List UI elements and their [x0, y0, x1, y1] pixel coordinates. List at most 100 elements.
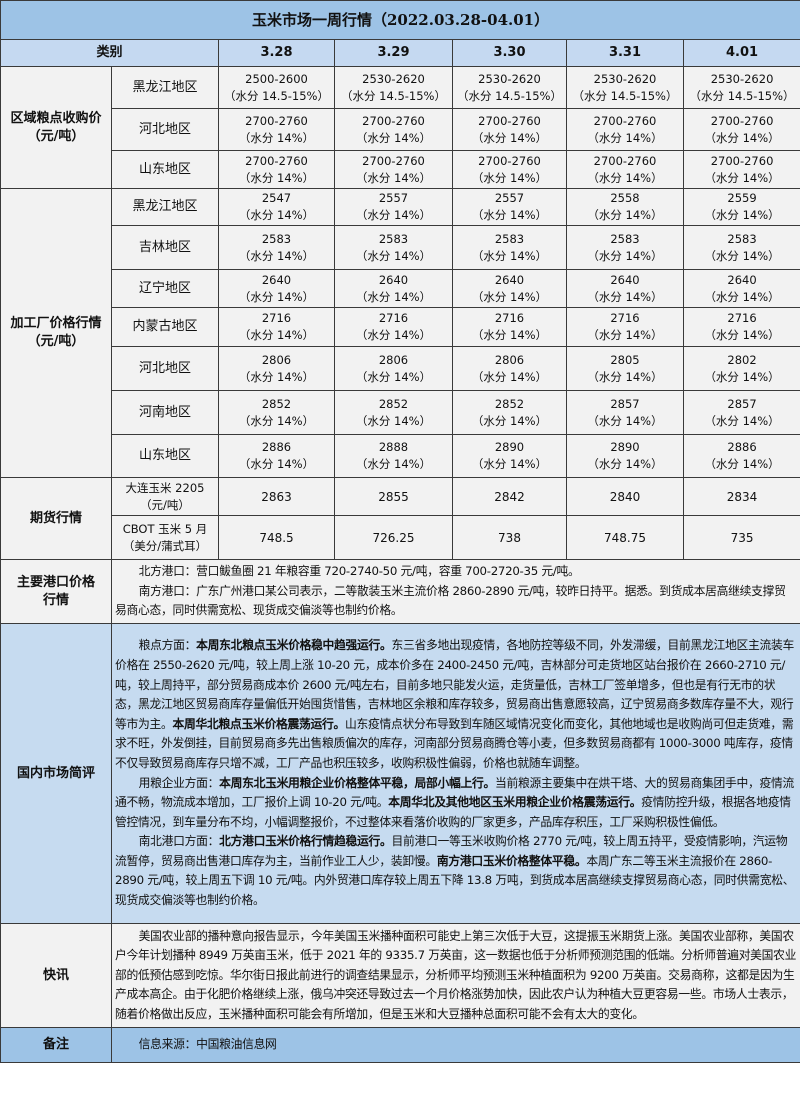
region-name: 山东地区 — [111, 434, 219, 478]
body-text: 当前粮源主要集中在烘干塔、大的贸易商集团手中，疫情流通不畅，物流成本增加，工厂报… — [115, 775, 794, 810]
label-line: 区域粮点收购价 — [10, 110, 102, 126]
moisture-note: （水分 14%） — [471, 413, 548, 428]
price-value: 2640 — [494, 272, 525, 287]
moisture-note: （水分 14%） — [704, 130, 780, 145]
price-cell: 2852 （水分 14%） — [218, 390, 335, 435]
regional-price-row: 河北地区 2700-2760 （水分 14%） 2700-2760 （水分 14%） 27… — [1, 108, 800, 151]
price-cell: 2886 （水分 14%） — [682, 434, 800, 478]
price-cell: 2890 （水分 14%） — [566, 434, 684, 478]
factory-price-row: 山东地区 2886 （水分 14%） 2888 （水分 14%） 2890 （水分 14%）… — [1, 434, 800, 478]
highlight-text: 南方港口玉米价格整体平稳。 — [436, 853, 587, 868]
moisture-note: （水分 14%） — [471, 289, 548, 304]
price-value: 2852 — [261, 396, 292, 411]
label-line: CBOT 玉米 5 月 — [122, 521, 208, 536]
moisture-note: （水分 14%） — [704, 248, 780, 263]
price-value: 2640 — [610, 272, 640, 287]
highlight-text: 本周华北粮点玉米价格震荡运行。 — [172, 716, 346, 731]
price-cell: 2640 （水分 14%） — [334, 269, 453, 308]
port-price-paragraph: 南方港口：广东广州港口某公司表示，二等散装玉米主流价格 2860-2890 元/… — [115, 582, 797, 621]
body-text: 疫情防控升级，根据各地疫情管控情况，到车量分布不均，小幅调整报价，不过整体来看落… — [115, 795, 791, 829]
price-value: 2700-2760 — [710, 153, 774, 168]
price-value: 2890 — [494, 440, 525, 454]
moisture-note: （水分 14%） — [587, 413, 663, 428]
moisture-note: （水分 14%） — [238, 248, 315, 263]
moisture-note: （水分 14%） — [471, 369, 548, 384]
label-line: 大连玉米 2205 — [125, 480, 205, 495]
moisture-note: （水分 14%） — [587, 208, 663, 222]
body-text: 用粮企业方面： — [138, 775, 220, 790]
factory-price-row: 河北地区 2806 （水分 14%） 2806 （水分 14%） 2806 （水分 14%）… — [1, 346, 800, 391]
price-cell: 2806 （水分 14%） — [452, 346, 567, 391]
futures-price: 2840 — [566, 477, 684, 516]
price-value: 2852 — [494, 396, 525, 411]
domestic-review-paragraph: 南北港口方面：北方港口玉米价格行情趋稳运行。目前港口一等玉米收购价格 2770 … — [115, 832, 797, 910]
moisture-note: （水分 14%） — [704, 413, 780, 428]
price-value: 2583 — [727, 231, 757, 246]
body-text: 东三省多地出现疫情，各地防控等级不同，外发滞缓，目前黑龙江地区主流装车价格在 2… — [115, 638, 794, 731]
moisture-note: （水分 14%） — [587, 369, 663, 384]
price-value: 2640 — [261, 272, 292, 287]
price-cell: 2716 （水分 14%） — [218, 307, 335, 347]
header-row: 类别 3.28 3.29 3.30 3.31 4.01 — [0, 39, 800, 67]
domestic-review-paragraph: 用粮企业方面：本周东北玉米用粮企业价格整体平稳，局部小幅上行。当前粮源主要集中在… — [115, 774, 797, 833]
price-value: 2716 — [378, 311, 409, 325]
region-name: 山东地区 — [111, 150, 219, 189]
price-value: 2558 — [610, 191, 640, 205]
factory-price-label: 加工厂价格行情 （元/吨） — [0, 188, 112, 478]
price-cell: 2583 （水分 14%） — [566, 225, 684, 270]
futures-price: 2855 — [334, 477, 453, 516]
header-date: 3.30 — [452, 39, 567, 67]
news-flash-paragraph: 美国农业部的播种意向报告显示，今年美国玉米播种面积可能史上第三次低于大豆，这提振… — [115, 927, 797, 1025]
domestic-review-text: 粮点方面：本周东北粮点玉米价格稳中趋强运行。东三省多地出现疫情，各地防控等级不同… — [110, 623, 800, 924]
moisture-note: （水分 14%） — [355, 457, 432, 471]
price-cell: 2530-2620 （水分 14.5-15%） — [566, 66, 684, 109]
moisture-note: （水分 14.5-15%） — [224, 88, 329, 103]
price-cell: 2557 （水分 14%） — [334, 188, 453, 226]
moisture-note: （水分 14%） — [238, 208, 315, 222]
moisture-note: （水分 14%） — [704, 328, 780, 342]
moisture-note: （水分 14%） — [355, 170, 432, 185]
moisture-note: （水分 14%） — [587, 130, 663, 145]
factory-price-row: 加工厂价格行情 （元/吨） 黑龙江地区 2547 （水分 14%） 2557 （水分 14%… — [0, 188, 800, 478]
price-cell: 2852 （水分 14%） — [452, 390, 567, 435]
price-cell: 2888 （水分 14%） — [334, 434, 453, 478]
news-flash-row: 快讯 美国农业部的播种意向报告显示，今年美国玉米播种面积可能史上第三次低于大豆，这… — [0, 923, 800, 1028]
label-line: （元/吨） — [27, 334, 85, 349]
price-value: 2700-2760 — [245, 153, 308, 168]
futures-price: 2842 — [452, 477, 567, 516]
price-cell: 2700-2760 （水分 14%） — [218, 108, 335, 151]
price-cell: 2700-2760 （水分 14%） — [452, 108, 567, 151]
price-value: 2557 — [494, 191, 525, 205]
price-value: 2583 — [378, 231, 409, 246]
price-value: 2583 — [610, 231, 640, 246]
price-value: 2640 — [378, 272, 409, 287]
moisture-note: （水分 14%） — [355, 130, 432, 145]
regional-price-row: 山东地区 2700-2760 （水分 14%） 2700-2760 （水分 14%） 27… — [1, 150, 800, 189]
body-text: 本周广东二等玉米主流报价在 2860-2890 元/吨，较上周五下调 10 元/… — [115, 853, 795, 908]
moisture-note: （水分 14%） — [355, 413, 432, 428]
price-cell: 2700-2760 （水分 14%） — [566, 108, 684, 151]
header-date: 3.31 — [566, 39, 684, 67]
price-value: 2700-2760 — [710, 113, 774, 128]
price-value: 2700-2760 — [478, 113, 541, 128]
region-name: 河北地区 — [111, 346, 219, 391]
price-value: 2886 — [261, 440, 292, 454]
price-cell: 2886 （水分 14%） — [218, 434, 335, 478]
note-label: 备注 — [0, 1027, 112, 1063]
moisture-note: （水分 14%） — [704, 170, 780, 185]
moisture-note: （水分 14.5-15%） — [341, 88, 446, 103]
price-cell: 2700-2760 （水分 14%） — [566, 150, 684, 189]
price-cell: 2716 （水分 14%） — [334, 307, 453, 347]
market-table: 玉米市场一周行情（2022.03.28-04.01） 类别 3.28 3.29 3.30… — [0, 0, 800, 1063]
moisture-note: （水分 14%） — [238, 457, 315, 471]
regional-price-label: 区域粮点收购价 （元/吨） — [0, 66, 112, 189]
price-cell: 2530-2620 （水分 14.5-15%） — [334, 66, 453, 109]
contract-name: 大连玉米 2205 （元/吨） — [111, 477, 219, 516]
price-cell: 2700-2760 （水分 14%） — [682, 150, 800, 189]
price-value: 2700-2760 — [362, 113, 425, 128]
price-value: 2547 — [261, 191, 292, 205]
futures-price: 748.75 — [566, 515, 684, 560]
price-cell: 2583 （水分 14%） — [682, 225, 800, 270]
price-value: 2806 — [494, 352, 525, 367]
price-value: 2716 — [610, 311, 640, 325]
